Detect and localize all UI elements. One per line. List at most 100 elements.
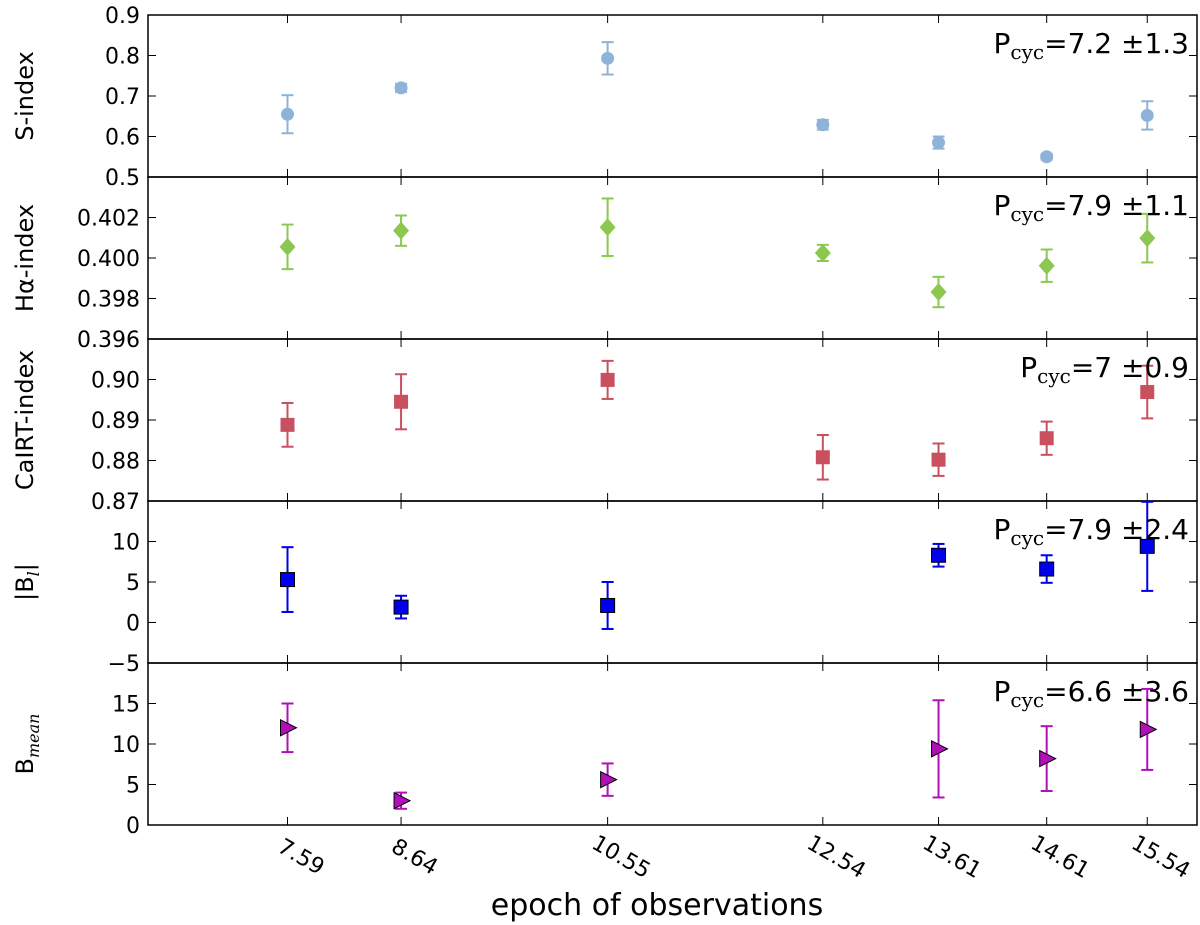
x-tick-label: 13.61 xyxy=(918,831,985,884)
y-axis-label: Bmean xyxy=(11,714,43,775)
y-tick-label: 0.398 xyxy=(77,288,140,313)
marker xyxy=(280,718,298,737)
marker xyxy=(599,218,616,237)
panel-4: −5 0 5 10 |Bl| Pcyc=7.9 ±2.4 xyxy=(11,500,1198,677)
marker xyxy=(393,221,410,240)
data-point xyxy=(1140,100,1154,131)
data-point xyxy=(1139,212,1156,264)
marker xyxy=(394,394,409,409)
marker xyxy=(1139,720,1158,739)
data-point xyxy=(931,442,946,477)
data-point xyxy=(599,197,616,257)
y-tick-label: 5 xyxy=(126,571,140,596)
x-tick-label: 12.54 xyxy=(803,831,870,884)
y-tick-label: 0.5 xyxy=(105,166,140,191)
marker xyxy=(816,118,830,132)
marker xyxy=(1039,431,1054,446)
marker xyxy=(393,599,409,615)
data-point xyxy=(280,702,298,754)
data-point xyxy=(394,373,409,431)
data-point xyxy=(1139,500,1155,592)
marker xyxy=(931,547,947,563)
y-tick-label: 15 xyxy=(112,693,140,718)
panel-3: 0.87 0.88 0.89 0.90 CaIRT-index Pcyc=7 ±0.9 xyxy=(11,338,1198,515)
data-point xyxy=(600,581,616,630)
data-point xyxy=(1140,364,1155,420)
data-point xyxy=(394,81,408,95)
y-tick-label: 0.400 xyxy=(77,247,140,272)
y-axis-label: S-index xyxy=(11,51,39,141)
x-axis: 7.59 8.64 10.55 12.54 13.61 14.61 15.54 xyxy=(273,831,1194,884)
marker xyxy=(279,237,296,256)
data-point xyxy=(393,214,410,247)
period-annotation: Pcyc=7.9 ±1.1 xyxy=(994,189,1189,226)
x-tick-label: 15.54 xyxy=(1127,831,1194,884)
marker xyxy=(1039,749,1057,768)
marker xyxy=(393,791,412,810)
data-point xyxy=(1039,554,1055,584)
y-axis-label: Hα-index xyxy=(11,204,39,312)
data-point xyxy=(279,223,296,271)
x-tick-label: 7.59 xyxy=(273,834,328,880)
panel-2: 0.396 0.398 0.400 0.402 Hα-index Pcyc=7.9 ±1.… xyxy=(11,176,1198,353)
x-tick-label: 8.64 xyxy=(387,834,442,880)
y-tick-label: 0.396 xyxy=(77,328,140,353)
marker xyxy=(931,740,949,758)
data-point xyxy=(816,118,830,132)
marker xyxy=(600,372,615,387)
y-tick-label: 0.9 xyxy=(105,4,140,29)
y-tick-label: 0 xyxy=(126,814,140,839)
y-tick-label: 0.8 xyxy=(105,45,140,70)
y-tick-label: 0.87 xyxy=(91,490,140,515)
marker xyxy=(280,417,295,432)
marker xyxy=(1140,108,1154,122)
data-point xyxy=(600,359,615,400)
data-point xyxy=(601,41,615,76)
marker xyxy=(600,597,616,613)
y-tick-label: 0 xyxy=(126,612,140,637)
period-annotation: Pcyc=7 ±0.9 xyxy=(1020,351,1189,388)
y-tick-label: −5 xyxy=(108,652,140,677)
data-point xyxy=(930,275,947,309)
x-tick-label: 10.55 xyxy=(587,831,654,884)
data-point xyxy=(932,135,946,150)
marker xyxy=(600,770,618,789)
marker xyxy=(1139,229,1156,248)
panels-layer: 0.5 0.6 0.7 0.8 0.9 S-index Pcyc=7.2 ±1.3 0.396… xyxy=(11,4,1198,839)
data-point xyxy=(815,433,830,481)
marker xyxy=(1038,256,1055,275)
y-tick-label: 10 xyxy=(112,733,140,758)
data-point xyxy=(814,243,831,263)
data-point xyxy=(393,594,409,620)
y-tick-label: 0.7 xyxy=(105,85,140,110)
marker xyxy=(394,81,408,95)
panel-5: 0 5 10 15 Bmean Pcyc=6.6 ±3.6 xyxy=(11,662,1198,839)
y-axis-label: CaIRT-index xyxy=(11,350,39,490)
y-tick-label: 0.6 xyxy=(105,126,140,151)
period-annotation: Pcyc=7.9 ±2.4 xyxy=(994,513,1189,550)
y-tick-label: 10 xyxy=(112,531,140,556)
marker xyxy=(1040,150,1054,164)
y-tick-label: 5 xyxy=(126,774,140,799)
panel-1: 0.5 0.6 0.7 0.8 0.9 S-index Pcyc=7.2 ±1.3 xyxy=(11,4,1198,191)
marker xyxy=(1140,385,1155,400)
y-axis-label: |Bl| xyxy=(11,563,43,601)
y-tick-label: 0.402 xyxy=(77,207,140,232)
data-point xyxy=(280,546,296,613)
period-annotation: Pcyc=6.6 ±3.6 xyxy=(994,675,1189,712)
marker xyxy=(1039,561,1055,577)
data-point xyxy=(1039,420,1054,456)
marker xyxy=(601,51,615,65)
marker xyxy=(814,243,831,262)
data-point xyxy=(281,94,295,135)
y-tick-label: 0.88 xyxy=(91,450,140,475)
marker xyxy=(280,572,296,588)
data-point xyxy=(1040,150,1054,164)
data-point xyxy=(1139,687,1158,771)
data-point xyxy=(931,699,949,799)
x-axis-label: epoch of observations xyxy=(491,888,823,923)
x-tick-label: 14.61 xyxy=(1026,831,1093,884)
marker xyxy=(1139,538,1155,554)
data-point xyxy=(600,762,618,797)
